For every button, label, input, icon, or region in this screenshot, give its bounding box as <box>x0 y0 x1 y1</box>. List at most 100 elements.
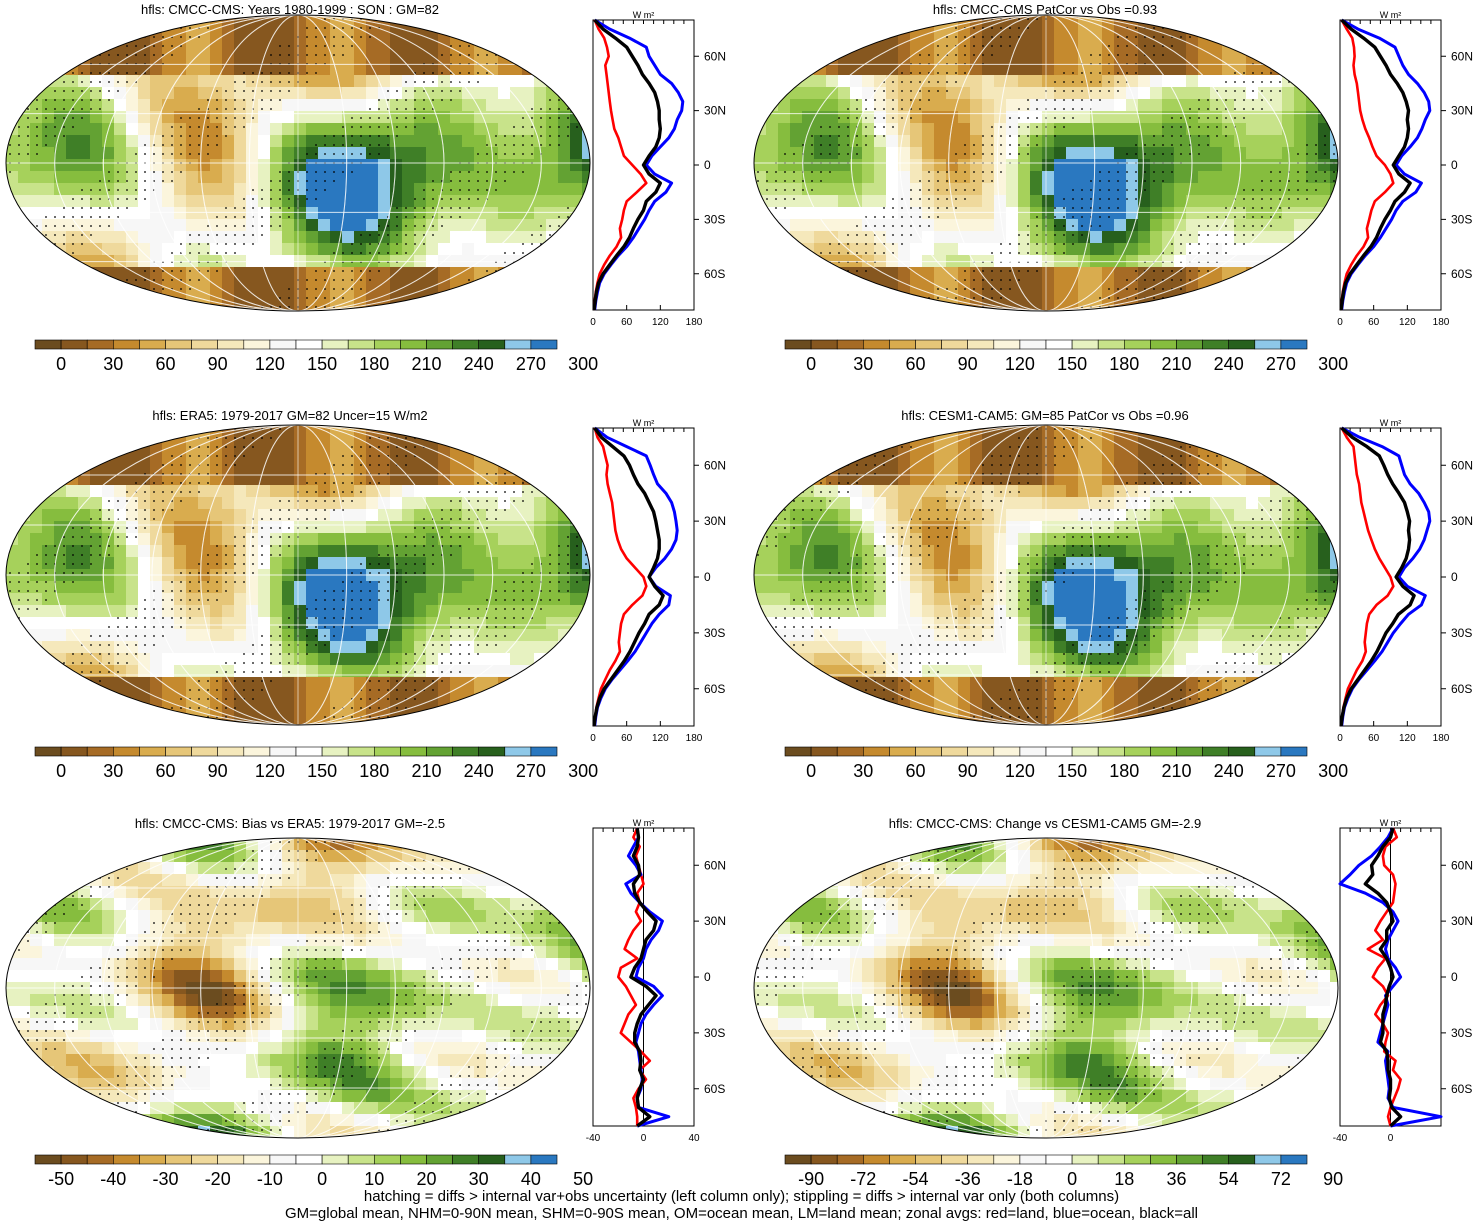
stipple-dot <box>784 306 786 308</box>
stipple-dot <box>117 288 119 290</box>
map-cell <box>826 15 839 28</box>
stipple-dot <box>468 288 470 290</box>
stipple-dot <box>36 270 38 272</box>
map-cell <box>1078 123 1091 136</box>
stipple-dot <box>775 297 777 299</box>
stipple-dot <box>531 288 533 290</box>
map-cell <box>366 63 379 76</box>
map-cell <box>958 51 971 64</box>
map-cell <box>42 135 55 148</box>
stipple-dot <box>1135 297 1137 299</box>
stipple-dot <box>531 153 533 155</box>
map-cell <box>534 99 547 112</box>
stipple-dot <box>378 99 380 101</box>
map-cell <box>1174 135 1187 148</box>
stipple-dot <box>279 81 281 83</box>
map-cell <box>826 111 839 124</box>
stipple-dot <box>982 45 984 47</box>
map-cell <box>318 497 331 510</box>
stipple-dot <box>1306 153 1308 155</box>
stipple-dot <box>1144 18 1146 20</box>
stipple-dot <box>793 72 795 74</box>
stipple-dot <box>829 18 831 20</box>
map-cell <box>318 159 331 172</box>
stipple-dot <box>450 207 452 209</box>
map-cell <box>510 437 523 450</box>
stipple-dot <box>1279 81 1281 83</box>
map-cell <box>90 123 103 136</box>
stipple-dot <box>1063 252 1065 254</box>
map-cell <box>426 279 439 292</box>
map-cell <box>54 39 67 52</box>
map-cell <box>18 279 31 292</box>
map-cell <box>970 243 983 256</box>
map-cell <box>570 231 583 244</box>
map-cell <box>90 279 103 292</box>
map-cell <box>246 497 259 510</box>
profile-ytick-label: 60S <box>1451 267 1472 281</box>
stipple-dot <box>1063 126 1065 128</box>
map-cell <box>450 135 463 148</box>
map-cell <box>1318 171 1331 184</box>
stipple-dot <box>928 225 930 227</box>
map-cell <box>802 267 815 280</box>
colorbar-box <box>785 340 811 349</box>
map-cell <box>1114 87 1127 100</box>
map-cell <box>54 497 67 510</box>
stipple-dot <box>1261 189 1263 191</box>
stipple-dot <box>81 216 83 218</box>
stipple-dot <box>766 216 768 218</box>
map-cell <box>6 231 19 244</box>
stipple-dot <box>369 153 371 155</box>
map-cell <box>1114 159 1127 172</box>
stipple-dot <box>378 108 380 110</box>
map-cell <box>546 171 559 184</box>
stipple-dot <box>576 99 578 101</box>
map-cell <box>1258 159 1271 172</box>
stipple-dot <box>414 126 416 128</box>
map-cell <box>1162 303 1175 316</box>
stipple-dot <box>1135 270 1137 272</box>
map-cell <box>922 111 935 124</box>
map-cell <box>114 231 127 244</box>
map-cell <box>246 39 259 52</box>
stipple-dot <box>180 18 182 20</box>
stipple-dot <box>216 135 218 137</box>
stipple-dot <box>1234 90 1236 92</box>
map-cell <box>198 87 211 100</box>
stipple-dot <box>1027 18 1029 20</box>
stipple-dot <box>793 198 795 200</box>
map-cell <box>826 39 839 52</box>
map-cell <box>414 183 427 196</box>
map-cell <box>922 135 935 148</box>
map-cell <box>234 159 247 172</box>
stipple-dot <box>387 252 389 254</box>
stipple-dot <box>54 126 56 128</box>
stipple-dot <box>45 252 47 254</box>
map-cell <box>570 135 583 148</box>
stipple-dot <box>126 189 128 191</box>
map-cell <box>414 171 427 184</box>
map-cell <box>1294 207 1307 220</box>
stipple-dot <box>775 180 777 182</box>
map-cell <box>838 183 851 196</box>
map-cell <box>438 75 451 88</box>
stipple-dot <box>189 135 191 137</box>
map-cell <box>910 291 923 304</box>
map-cell <box>1042 99 1055 112</box>
map-cell <box>18 75 31 88</box>
stipple-dot <box>865 117 867 119</box>
map-cell <box>450 123 463 136</box>
map-cell <box>862 15 875 28</box>
stipple-dot <box>126 297 128 299</box>
map-cell <box>42 207 55 220</box>
map-cell <box>450 39 463 52</box>
stipple-dot <box>1081 72 1083 74</box>
map-cell <box>498 111 511 124</box>
map-cell <box>862 135 875 148</box>
stipple-dot <box>883 252 885 254</box>
map-cell <box>6 303 19 316</box>
stipple-dot <box>1018 18 1020 20</box>
stipple-dot <box>54 108 56 110</box>
map-cell <box>102 231 115 244</box>
